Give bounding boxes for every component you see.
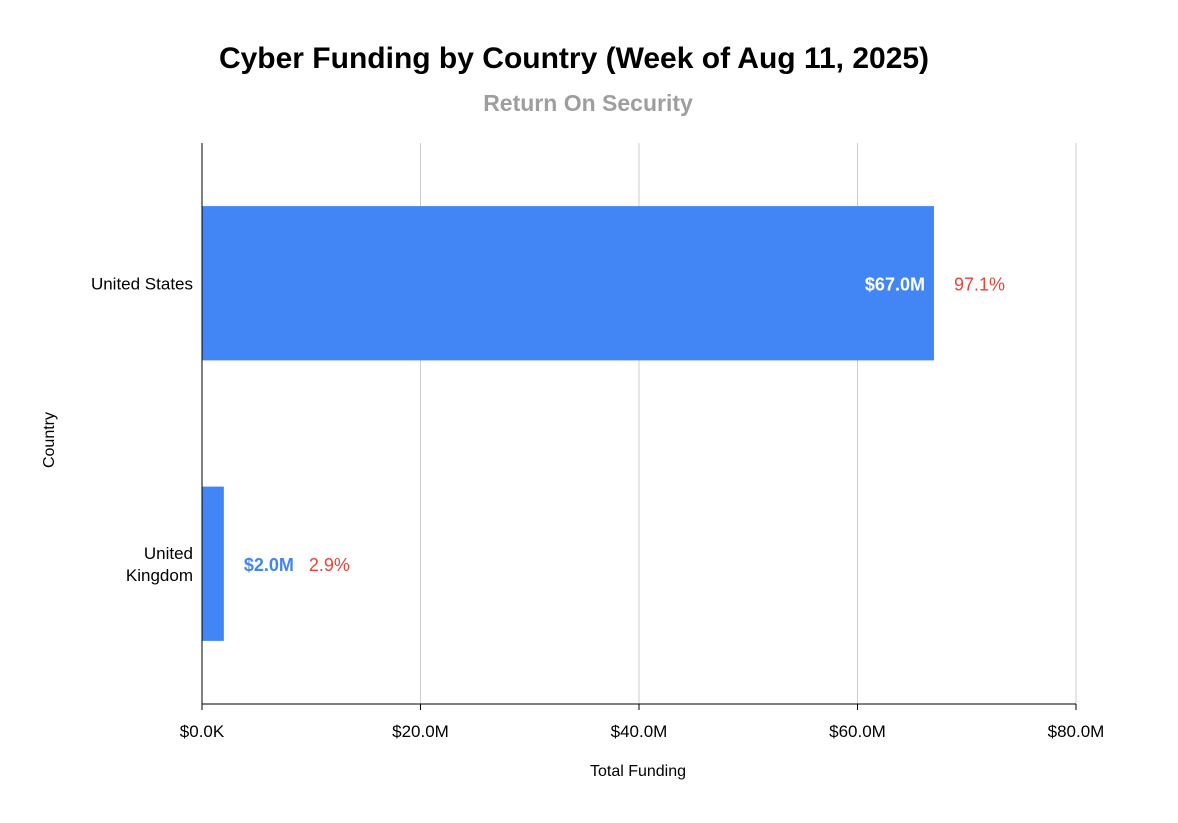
x-tick-label: $80.0M bbox=[1048, 722, 1105, 741]
bar-value-label: $2.0M bbox=[244, 555, 294, 575]
y-tick-label: United Kingdom bbox=[126, 544, 193, 585]
bar-percent-label: 2.9% bbox=[309, 555, 350, 575]
y-tick-label-line: United bbox=[144, 544, 193, 563]
chart-subtitle: Return On Security bbox=[483, 90, 693, 116]
y-tick-label: United States bbox=[91, 274, 193, 293]
bar-value-label: $67.0M bbox=[865, 274, 925, 294]
bar bbox=[202, 206, 934, 361]
bar bbox=[202, 486, 224, 641]
x-axis-title: Total Funding bbox=[590, 763, 686, 780]
x-tick-label: $40.0M bbox=[611, 722, 668, 741]
y-tick-label-line: Kingdom bbox=[126, 566, 193, 585]
x-tick-label: $20.0M bbox=[392, 722, 449, 741]
x-tick-label: $0.0K bbox=[180, 722, 225, 741]
x-tick-label: $60.0M bbox=[829, 722, 886, 741]
axes: $0.0K $20.0M $40.0M $60.0M $80.0M United Stat… bbox=[91, 143, 1104, 741]
y-tick-label-line: United States bbox=[91, 274, 193, 293]
bars: $67.0M 97.1% $2.0M 2.9% bbox=[202, 206, 1005, 641]
y-axis-title: Country bbox=[41, 412, 58, 468]
chart-title: Cyber Funding by Country (Week of Aug 11… bbox=[219, 42, 929, 75]
bar-percent-label: 97.1% bbox=[954, 274, 1005, 294]
